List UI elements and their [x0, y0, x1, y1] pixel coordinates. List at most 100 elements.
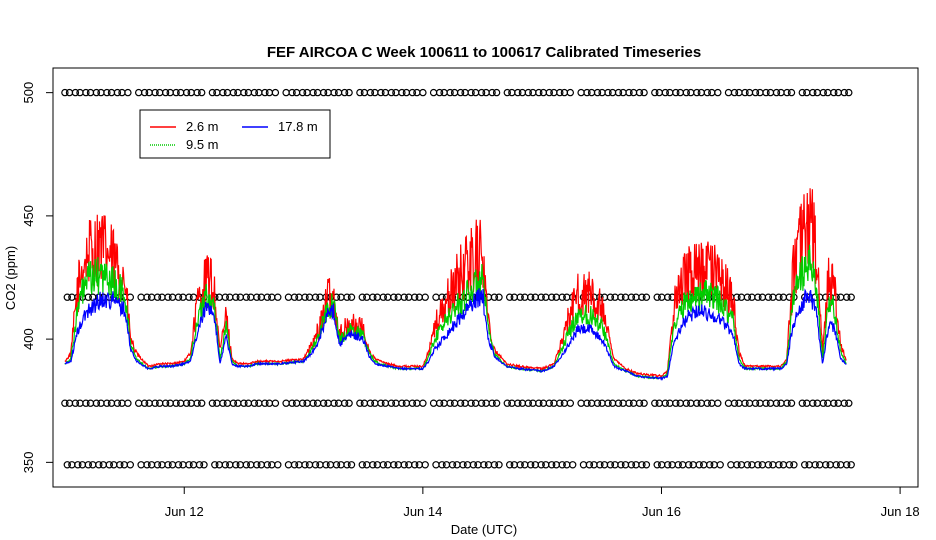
flag-marker	[459, 461, 467, 469]
flag-marker	[400, 293, 408, 301]
flag-marker	[379, 293, 387, 301]
axis-layer: Jun 12 Jun 14 Jun 16 Jun 18 350 400 450 500	[21, 82, 920, 519]
flag-marker	[309, 399, 317, 407]
flag-marker	[664, 461, 672, 469]
legend-label-2-6m: 2.6 m	[186, 119, 219, 134]
flag-marker	[661, 399, 670, 407]
flag-marker	[583, 88, 591, 97]
flag-marker	[253, 293, 261, 301]
flag-marker	[332, 461, 341, 469]
flag-marker	[535, 399, 543, 407]
flag-marker	[185, 461, 193, 469]
flag-marker	[811, 461, 819, 469]
flag-marker	[843, 293, 851, 301]
flag-marker	[211, 461, 219, 469]
y-tick-label: 500	[21, 82, 36, 104]
flag-marker	[232, 461, 240, 469]
flag-marker	[627, 461, 636, 469]
flag-marker	[714, 399, 722, 407]
flag-marker	[617, 293, 625, 301]
flag-marker	[845, 88, 853, 97]
flag-marker	[387, 399, 396, 407]
flag-marker	[524, 88, 533, 97]
flag-marker	[229, 88, 238, 97]
flag-marker	[527, 293, 535, 301]
flag-marker	[398, 399, 406, 407]
flag-marker	[242, 461, 250, 469]
flag-marker	[558, 293, 566, 301]
flag-marker	[495, 293, 503, 301]
flag-marker	[703, 399, 712, 407]
flag-marker	[548, 293, 556, 301]
flag-marker	[151, 399, 159, 407]
flag-marker	[488, 88, 496, 97]
flag-marker	[516, 461, 524, 469]
flag-marker	[343, 293, 351, 301]
flag-marker	[71, 88, 80, 97]
flag-marker	[832, 461, 840, 469]
flag-marker	[377, 399, 385, 407]
legend-label-9-5m: 9.5 m	[186, 137, 219, 152]
flag-marker	[606, 461, 615, 469]
flag-marker	[819, 88, 828, 97]
flag-marker	[651, 399, 659, 407]
flag-marker	[126, 461, 135, 469]
flag-marker	[84, 293, 93, 301]
flag-marker	[653, 293, 661, 301]
flag-marker	[263, 461, 271, 469]
flag-marker	[185, 293, 193, 301]
flag-marker	[635, 88, 644, 97]
flag-marker	[596, 461, 604, 469]
flag-marker	[714, 88, 722, 97]
flag-marker	[783, 88, 791, 97]
flag-marker	[95, 461, 103, 469]
flag-marker	[790, 461, 798, 469]
flag-marker	[390, 461, 398, 469]
flag-marker	[640, 88, 648, 97]
flag-marker	[638, 293, 646, 301]
flag-marker	[172, 399, 180, 407]
flag-marker	[358, 461, 366, 469]
flag-marker	[635, 399, 644, 407]
flag-marker	[182, 399, 191, 407]
flag-marker	[164, 461, 172, 469]
flag-marker	[193, 399, 201, 407]
chart-title: FEF AIRCOA C Week 100611 to 100617 Calib…	[267, 44, 701, 61]
series-layer	[64, 188, 847, 381]
flag-marker	[143, 293, 151, 301]
flag-marker	[798, 399, 807, 407]
flag-marker	[419, 88, 427, 97]
plot-frame	[52, 67, 919, 488]
flag-marker	[477, 88, 486, 97]
flag-marker	[514, 399, 522, 407]
flag-marker	[400, 461, 408, 469]
flag-marker	[290, 293, 299, 301]
flag-marker	[751, 399, 760, 407]
flag-marker	[556, 88, 564, 97]
x-tick-label: Jun 12	[165, 504, 204, 519]
y-tick-label: 400	[21, 328, 36, 350]
flag-marker	[174, 461, 183, 469]
flag-marker	[221, 293, 229, 301]
flag-marker	[492, 399, 501, 407]
flag-marker	[250, 88, 259, 97]
flag-marker	[197, 88, 206, 97]
flag-marker	[743, 293, 752, 301]
flag-marker	[356, 88, 364, 97]
flag-marker	[301, 293, 309, 301]
x-tick-label: Jun 14	[403, 504, 442, 519]
flag-marker	[548, 461, 556, 469]
flag-marker	[762, 88, 770, 97]
flag-marker	[103, 399, 111, 407]
flag-marker	[411, 293, 419, 301]
flag-marker	[682, 399, 691, 407]
flag-marker	[92, 399, 101, 407]
flag-marker	[124, 399, 132, 407]
flag-marker	[311, 461, 320, 469]
flag-marker	[537, 293, 545, 301]
flag-marker	[319, 399, 328, 407]
flag-marker	[174, 293, 183, 301]
flag-marker	[787, 399, 796, 407]
flag-marker	[92, 88, 101, 97]
flag-marker	[467, 399, 475, 407]
